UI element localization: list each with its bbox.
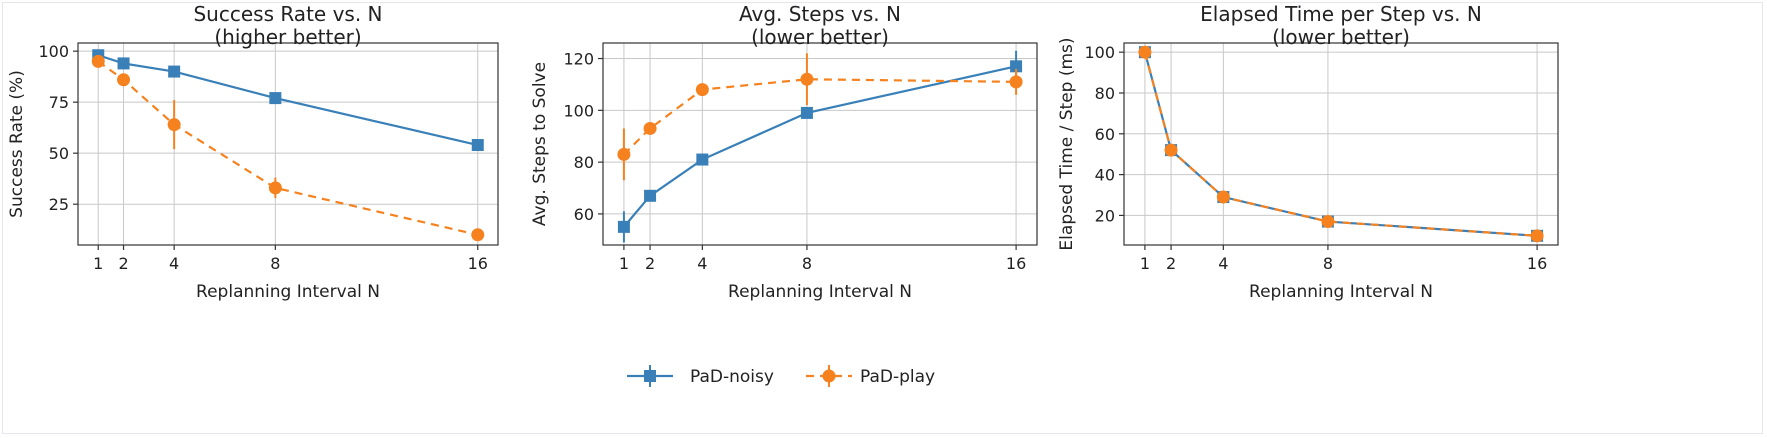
plot-frame	[602, 42, 1038, 246]
panel-1: 1 2 4 8 16 25 50 75 100 Success Rate vs. N(higher…	[7, 2, 499, 302]
x-tick-label: 2	[645, 254, 655, 273]
y-tick-label: 100	[38, 42, 69, 61]
data-point	[800, 72, 814, 86]
data-point	[1321, 215, 1335, 229]
data-point	[167, 118, 181, 132]
data-point	[617, 220, 630, 233]
series-PaD-noisy	[1138, 46, 1544, 242]
chart-title: (lower better)	[751, 25, 889, 49]
x-axis-label: Replanning Interval N	[1249, 282, 1433, 302]
panel-3: 1 2 4 8 16 20 40 60 80 100 Elapsed Time per Step v…	[1057, 2, 1559, 302]
series-line	[623, 65, 1017, 228]
x-axis-label: Replanning Interval N	[196, 282, 380, 302]
y-tick-label: 60	[574, 205, 594, 224]
x-tick-label: 2	[118, 254, 128, 273]
legend-marker	[644, 370, 656, 382]
data-point	[471, 139, 484, 152]
data-point	[1010, 60, 1023, 73]
data-point	[695, 83, 709, 97]
y-axis-label: Elapsed Time / Step (ms)	[1057, 37, 1077, 250]
series-PaD-noisy	[92, 49, 484, 152]
y-tick-label: 100	[563, 101, 594, 120]
chart-title: Avg. Steps vs. N	[739, 2, 901, 26]
data-point	[91, 54, 105, 68]
x-tick-label: 8	[270, 254, 280, 273]
data-point	[800, 106, 813, 119]
y-tick-label: 120	[563, 50, 594, 69]
y-tick-label: 75	[49, 93, 69, 112]
data-point	[1164, 143, 1178, 157]
y-tick-label: 40	[1095, 166, 1115, 185]
series-PaD-play	[617, 53, 1023, 181]
legend-item-PaD-play: PaD-play	[806, 365, 935, 387]
data-point	[617, 147, 631, 161]
data-point	[269, 92, 282, 105]
chart-title: (lower better)	[1272, 25, 1410, 49]
y-tick-label: 25	[49, 195, 69, 214]
y-tick-label: 20	[1095, 206, 1115, 225]
series-line	[97, 54, 479, 147]
series-line	[623, 78, 1017, 156]
data-point	[643, 121, 657, 135]
data-point	[1138, 45, 1152, 59]
x-tick-label: 8	[1323, 254, 1333, 273]
data-point	[168, 65, 181, 78]
series-PaD-play	[1138, 45, 1544, 243]
legend-label: PaD-play	[860, 367, 935, 387]
plot-frame	[77, 42, 499, 246]
data-point	[1216, 190, 1230, 204]
legend: PaD-noisy PaD-play	[627, 365, 935, 387]
chart-title: Success Rate vs. N	[193, 2, 382, 26]
chart-title: (higher better)	[214, 25, 361, 49]
series-line	[97, 60, 479, 236]
data-point	[644, 189, 657, 202]
y-axis-label: Avg. Steps to Solve	[530, 62, 550, 226]
x-tick-label: 1	[93, 254, 103, 273]
data-point	[117, 73, 131, 87]
legend-label: PaD-noisy	[690, 367, 774, 387]
legend-item-PaD-noisy: PaD-noisy	[627, 365, 774, 387]
x-tick-label: 8	[802, 254, 812, 273]
series-line	[1143, 51, 1538, 237]
data-point	[471, 228, 485, 242]
x-tick-label: 16	[468, 254, 488, 273]
x-axis-label: Replanning Interval N	[728, 282, 912, 302]
panel-2: 1 2 4 8 16 60 80 100 120 Avg. Steps vs. N(lower b…	[530, 2, 1038, 302]
x-tick-label: 1	[619, 254, 629, 273]
chart-title: Elapsed Time per Step vs. N	[1200, 2, 1482, 26]
data-point	[1009, 75, 1023, 89]
plot-frame	[1123, 42, 1559, 246]
y-axis-label: Success Rate (%)	[7, 70, 27, 218]
x-tick-label: 16	[1527, 254, 1547, 273]
legend-marker	[822, 369, 836, 383]
x-tick-label: 2	[1166, 254, 1176, 273]
x-tick-label: 4	[1218, 254, 1228, 273]
y-tick-label: 100	[1084, 43, 1115, 62]
x-tick-label: 4	[697, 254, 707, 273]
y-tick-label: 50	[49, 144, 69, 163]
data-point	[696, 153, 709, 166]
y-tick-label: 80	[574, 153, 594, 172]
data-point	[268, 181, 282, 195]
x-tick-label: 1	[1140, 254, 1150, 273]
x-tick-label: 16	[1006, 254, 1026, 273]
data-point	[1530, 229, 1544, 243]
series-line	[1143, 51, 1538, 237]
x-tick-label: 4	[169, 254, 179, 273]
series-PaD-play	[91, 54, 485, 242]
y-tick-label: 60	[1095, 125, 1115, 144]
y-tick-label: 80	[1095, 84, 1115, 103]
data-point	[117, 57, 130, 70]
